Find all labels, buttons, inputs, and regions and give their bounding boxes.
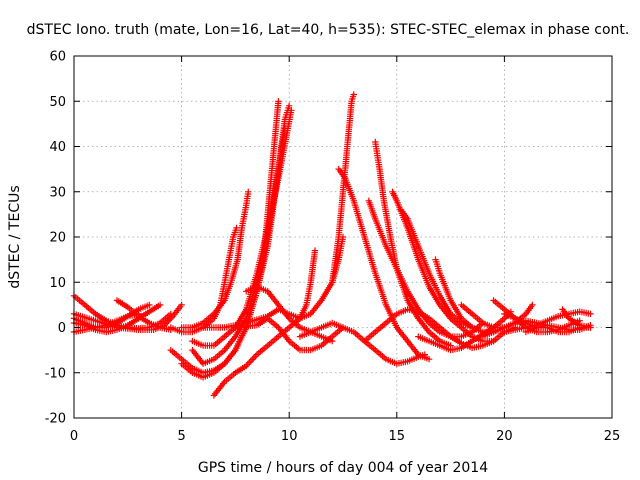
series-track: [329, 91, 357, 286]
y-tick-label: 10: [49, 276, 66, 291]
series-track: [210, 247, 319, 399]
data-point-markers: [559, 306, 594, 331]
data-point-markers: [189, 107, 295, 349]
data-point-markers: [296, 319, 428, 367]
series-track: [189, 107, 295, 349]
y-tick-label: 50: [49, 95, 66, 110]
x-tick-label: 5: [177, 429, 185, 444]
series-track: [559, 306, 594, 331]
data-point-markers: [335, 165, 433, 363]
data-point-markers: [210, 247, 319, 399]
series-track: [232, 315, 347, 354]
data-point-markers: [329, 91, 357, 286]
data-point-markers: [361, 306, 519, 352]
x-tick-label: 10: [281, 429, 298, 444]
x-tick-label: 20: [496, 429, 513, 444]
y-tick-label: 30: [49, 185, 66, 200]
y-tick-label: 0: [58, 321, 66, 336]
series-track: [296, 319, 428, 367]
series-track: [361, 306, 519, 352]
y-tick-label: 40: [49, 140, 66, 155]
y-tick-label: -10: [45, 366, 66, 381]
x-tick-label: 15: [389, 429, 406, 444]
data-point-markers: [232, 315, 347, 354]
axis-ticks: 0 5 10 15 20 25 -20 -10 0 10 20 30 40 50 60: [45, 50, 621, 445]
series-track: [335, 165, 433, 363]
data-point-markers: [397, 206, 476, 331]
y-axis-label: dSTEC / TECUs: [7, 185, 23, 288]
chart-title: dSTEC Iono. truth (mate, Lon=16, Lat=40,…: [27, 22, 630, 38]
y-tick-label: 60: [49, 50, 66, 65]
y-tick-label: -20: [45, 412, 66, 427]
x-tick-label: 0: [70, 429, 78, 444]
x-tick-label: 25: [604, 429, 621, 444]
y-tick-label: 20: [49, 231, 66, 246]
series-track: [397, 206, 476, 331]
x-axis-label: GPS time / hours of day 004 of year 2014: [198, 460, 488, 476]
data-point-markers: [178, 188, 252, 331]
data-points: [70, 91, 594, 399]
series-track: [178, 188, 252, 331]
